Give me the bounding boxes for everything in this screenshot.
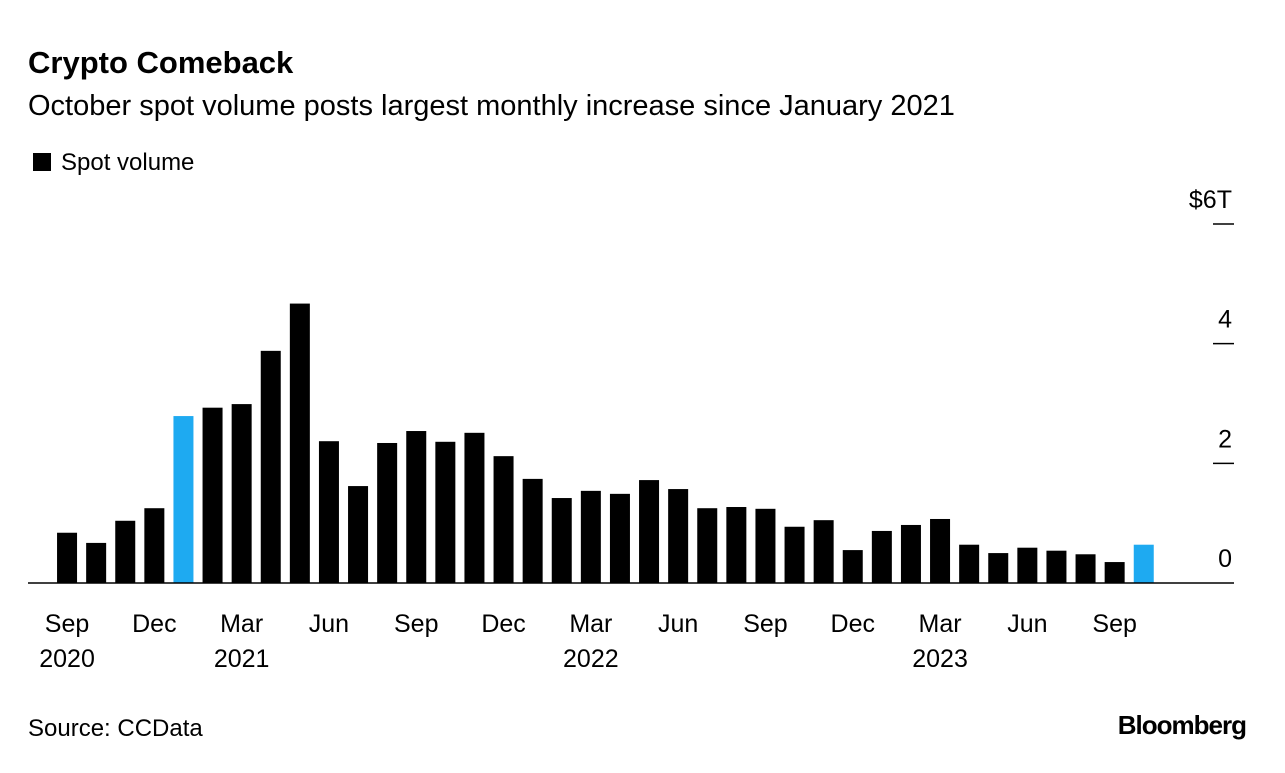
bar	[173, 416, 194, 583]
bar	[289, 303, 310, 583]
x-tick-label: Sep	[45, 610, 89, 638]
brand-logo: Bloomberg	[1118, 710, 1246, 740]
bar	[406, 431, 427, 583]
legend-label: Spot volume	[61, 149, 194, 176]
bar	[1046, 550, 1067, 583]
bar	[551, 498, 572, 583]
bar	[144, 508, 165, 583]
bar	[813, 520, 834, 583]
x-tick-label: Jun	[1007, 610, 1047, 638]
x-tick-label: Jun	[658, 610, 698, 638]
bar	[871, 530, 892, 583]
bar	[1104, 562, 1125, 583]
bar	[988, 553, 1009, 583]
bar	[202, 407, 223, 583]
bar	[1075, 554, 1096, 583]
bar	[639, 480, 660, 583]
bar	[784, 526, 805, 583]
x-tick-label: Sep	[1092, 610, 1136, 638]
bar	[260, 350, 281, 583]
bar	[435, 441, 456, 583]
bar	[115, 520, 136, 583]
y-tick-label: 0	[1218, 545, 1232, 573]
x-tick-label: Dec	[831, 610, 875, 638]
bar	[668, 489, 689, 583]
x-year-label: 2023	[912, 645, 968, 673]
bar	[726, 507, 747, 583]
bar	[842, 550, 863, 583]
bar	[580, 490, 601, 583]
bar	[318, 441, 339, 583]
chart-subtitle: October spot volume posts largest monthl…	[28, 90, 955, 122]
bar	[1133, 544, 1154, 583]
bar	[57, 532, 78, 583]
bar	[231, 404, 252, 583]
source: Source: CCData	[28, 715, 203, 742]
bar	[1017, 547, 1038, 583]
x-year-label: 2020	[39, 645, 95, 673]
bar	[930, 518, 951, 583]
bar	[959, 544, 980, 583]
x-year-label: 2021	[214, 645, 270, 673]
legend-swatch	[33, 153, 51, 171]
y-tick-label: 2	[1218, 425, 1232, 453]
chart-title: Crypto Comeback	[28, 45, 294, 80]
x-tick-label: Sep	[743, 610, 787, 638]
bar	[522, 478, 543, 583]
bar	[755, 508, 776, 583]
bar	[464, 432, 485, 583]
bar	[900, 524, 921, 583]
bar	[493, 456, 514, 583]
x-tick-label: Mar	[569, 610, 612, 638]
x-tick-label: Mar	[919, 610, 962, 638]
x-year-label: 2022	[563, 645, 619, 673]
bar	[348, 486, 369, 583]
bar	[86, 542, 107, 583]
x-tick-label: Dec	[132, 610, 176, 638]
bar	[609, 493, 630, 583]
x-tick-label: Sep	[394, 610, 438, 638]
bar	[697, 508, 718, 583]
y-tick-label: $6T	[1189, 186, 1232, 214]
x-tick-label: Mar	[220, 610, 263, 638]
x-tick-label: Dec	[481, 610, 525, 638]
x-tick-label: Jun	[309, 610, 349, 638]
y-tick-label: 4	[1218, 306, 1232, 334]
bar	[377, 442, 398, 583]
